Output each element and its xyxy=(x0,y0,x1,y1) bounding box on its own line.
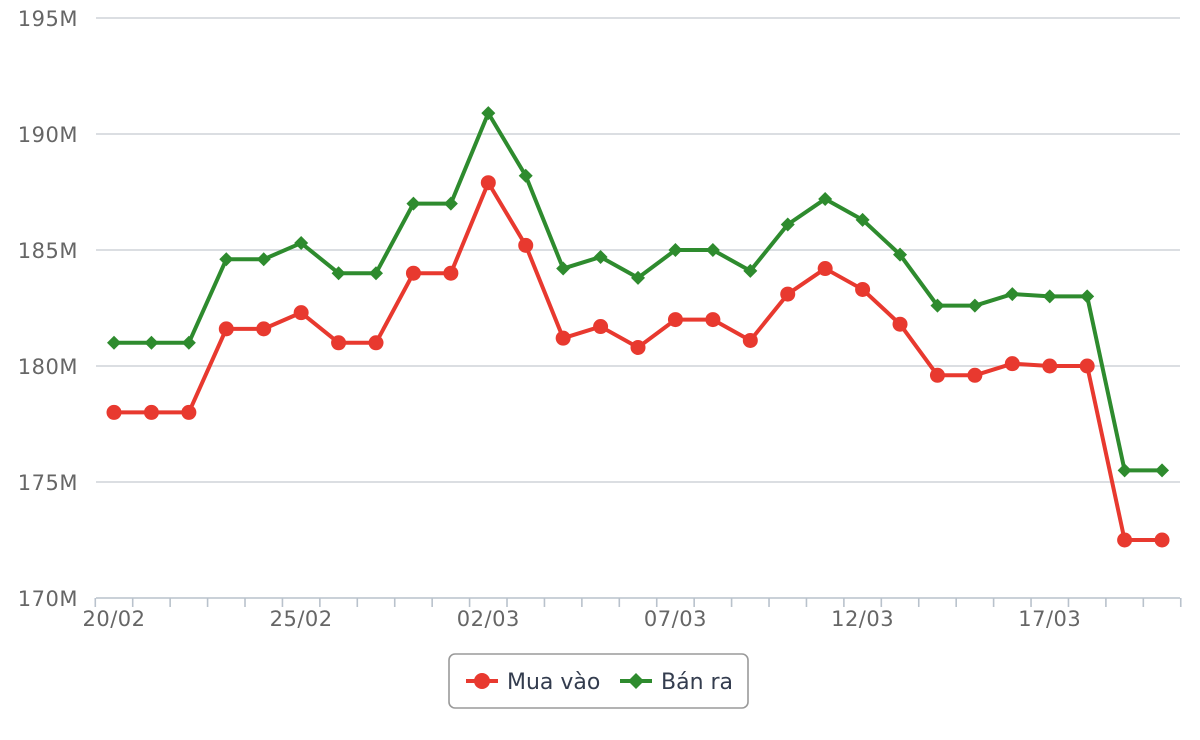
data-point-ban-ra[interactable] xyxy=(1005,287,1020,302)
data-point-mua-vao[interactable] xyxy=(1117,532,1133,548)
legend-item-mua-vao[interactable]: Mua vào xyxy=(466,670,600,695)
data-point-mua-vao[interactable] xyxy=(143,404,159,420)
series-mua-vao xyxy=(106,175,1170,548)
data-point-mua-vao[interactable] xyxy=(293,305,309,321)
data-point-ban-ra[interactable] xyxy=(705,243,720,257)
data-point-mua-vao[interactable] xyxy=(593,319,609,335)
data-point-ban-ra[interactable] xyxy=(556,261,571,276)
data-point-ban-ra[interactable] xyxy=(1155,463,1170,478)
y-tick-label: 185M xyxy=(18,239,78,263)
data-point-mua-vao[interactable] xyxy=(518,237,534,253)
x-tick-label: 02/03 xyxy=(457,607,520,631)
data-point-ban-ra[interactable] xyxy=(144,335,159,350)
data-point-ban-ra[interactable] xyxy=(481,106,496,121)
data-point-ban-ra[interactable] xyxy=(967,298,982,313)
data-point-ban-ra[interactable] xyxy=(893,247,908,262)
x-tick-label: 25/02 xyxy=(270,607,333,631)
legend-label-ban-ra: Bán ra xyxy=(661,670,733,695)
data-point-ban-ra[interactable] xyxy=(406,196,421,211)
data-point-mua-vao[interactable] xyxy=(1042,358,1058,374)
data-point-ban-ra[interactable] xyxy=(668,243,683,257)
data-point-ban-ra[interactable] xyxy=(443,196,458,211)
data-point-ban-ra[interactable] xyxy=(256,252,271,267)
series-line-mua-vao xyxy=(114,180,1163,542)
data-point-ban-ra[interactable] xyxy=(107,335,121,350)
y-tick-label: 175M xyxy=(18,471,78,495)
legend-box xyxy=(448,653,749,709)
data-point-mua-vao[interactable] xyxy=(667,312,683,328)
data-point-mua-vao[interactable] xyxy=(256,321,272,337)
legend-item-ban-ra[interactable]: Bán ra xyxy=(620,670,733,695)
data-point-ban-ra[interactable] xyxy=(818,191,833,206)
data-point-mua-vao[interactable] xyxy=(1004,356,1020,372)
data-point-mua-vao[interactable] xyxy=(1079,358,1095,374)
data-point-mua-vao[interactable] xyxy=(555,330,571,346)
data-point-ban-ra[interactable] xyxy=(518,168,533,183)
y-axis-ticks: 170M 175M 180M 185M 190M 195M xyxy=(18,7,78,611)
data-point-ban-ra[interactable] xyxy=(743,263,758,278)
series-layer xyxy=(106,106,1170,548)
data-point-ban-ra[interactable] xyxy=(331,266,346,281)
data-point-mua-vao[interactable] xyxy=(855,281,871,297)
data-point-mua-vao[interactable] xyxy=(443,265,459,281)
data-point-mua-vao[interactable] xyxy=(106,404,122,420)
data-point-ban-ra[interactable] xyxy=(219,252,234,267)
data-point-ban-ra[interactable] xyxy=(855,212,870,227)
x-axis-ticks: 20/02 25/02 02/03 07/03 12/03 17/03 xyxy=(82,607,1081,631)
data-point-ban-ra[interactable] xyxy=(369,266,384,281)
y-tick-label: 190M xyxy=(18,123,78,147)
data-point-mua-vao[interactable] xyxy=(218,321,234,337)
y-tick-label: 180M xyxy=(18,355,78,379)
data-point-ban-ra[interactable] xyxy=(181,335,196,350)
legend-label-mua-vao: Mua vào xyxy=(507,670,600,695)
x-tick-label: 12/03 xyxy=(831,607,894,631)
data-point-mua-vao[interactable] xyxy=(480,175,496,191)
series-ban-ra xyxy=(107,106,1170,478)
data-point-mua-vao[interactable] xyxy=(368,335,384,351)
data-point-ban-ra[interactable] xyxy=(780,217,795,232)
data-point-mua-vao[interactable] xyxy=(929,367,945,383)
legend[interactable]: Mua vào Bán ra xyxy=(448,653,749,709)
data-point-ban-ra[interactable] xyxy=(294,236,309,251)
data-point-ban-ra[interactable] xyxy=(593,249,608,264)
data-point-mua-vao[interactable] xyxy=(780,286,796,302)
data-point-mua-vao[interactable] xyxy=(892,316,908,332)
series-line-ban-ra xyxy=(114,111,1163,473)
x-tick-label: 07/03 xyxy=(644,607,707,631)
y-tick-label: 195M xyxy=(18,7,78,31)
data-point-ban-ra[interactable] xyxy=(1042,289,1057,304)
data-point-ban-ra[interactable] xyxy=(1117,463,1132,478)
data-point-ban-ra[interactable] xyxy=(1080,289,1095,304)
data-point-mua-vao[interactable] xyxy=(967,367,983,383)
grid-lines xyxy=(96,17,1180,483)
data-point-mua-vao[interactable] xyxy=(817,261,833,277)
data-point-mua-vao[interactable] xyxy=(331,335,347,351)
data-point-mua-vao[interactable] xyxy=(181,404,197,420)
data-point-mua-vao[interactable] xyxy=(630,339,646,355)
data-point-mua-vao[interactable] xyxy=(705,312,721,328)
data-point-ban-ra[interactable] xyxy=(930,298,945,313)
data-point-mua-vao[interactable] xyxy=(1154,532,1170,548)
data-point-ban-ra[interactable] xyxy=(631,270,646,285)
legend-marker-circle xyxy=(474,673,490,689)
legend-marker-diamond xyxy=(628,673,644,689)
x-tick-label: 17/03 xyxy=(1018,607,1081,631)
data-point-mua-vao[interactable] xyxy=(405,265,421,281)
x-axis-tick-marks xyxy=(94,598,1182,607)
data-point-mua-vao[interactable] xyxy=(742,332,758,348)
x-tick-label: 20/02 xyxy=(82,607,145,631)
y-tick-label: 170M xyxy=(18,587,78,611)
